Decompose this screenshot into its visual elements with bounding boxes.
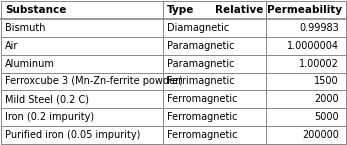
Text: Aluminum: Aluminum bbox=[5, 59, 55, 69]
Text: Purified iron (0.05 impurity): Purified iron (0.05 impurity) bbox=[5, 130, 140, 140]
Text: Mild Steel (0.2 C): Mild Steel (0.2 C) bbox=[5, 94, 89, 104]
Text: 1.0000004: 1.0000004 bbox=[287, 41, 339, 51]
Text: 2000: 2000 bbox=[314, 94, 339, 104]
Text: Air: Air bbox=[5, 41, 18, 51]
Text: Ferroxcube 3 (Mn-Zn-ferrite powder): Ferroxcube 3 (Mn-Zn-ferrite powder) bbox=[5, 76, 183, 86]
Text: Ferromagnetic: Ferromagnetic bbox=[167, 112, 237, 122]
Text: 0.99983: 0.99983 bbox=[299, 23, 339, 33]
Text: 1.00002: 1.00002 bbox=[299, 59, 339, 69]
Text: Ferromagnetic: Ferromagnetic bbox=[167, 94, 237, 104]
Text: Iron (0.2 impurity): Iron (0.2 impurity) bbox=[5, 112, 94, 122]
Text: Relative Permeability: Relative Permeability bbox=[215, 5, 342, 15]
Text: Ferrimagnetic: Ferrimagnetic bbox=[167, 76, 234, 86]
Text: Ferromagnetic: Ferromagnetic bbox=[167, 130, 237, 140]
Text: Diamagnetic: Diamagnetic bbox=[167, 23, 229, 33]
Text: 200000: 200000 bbox=[302, 130, 339, 140]
Text: Paramagnetic: Paramagnetic bbox=[167, 41, 234, 51]
Text: Paramagnetic: Paramagnetic bbox=[167, 59, 234, 69]
Text: 5000: 5000 bbox=[314, 112, 339, 122]
Text: Bismuth: Bismuth bbox=[5, 23, 45, 33]
Text: Substance: Substance bbox=[5, 5, 66, 15]
Text: Type: Type bbox=[167, 5, 194, 15]
Text: 1500: 1500 bbox=[314, 76, 339, 86]
